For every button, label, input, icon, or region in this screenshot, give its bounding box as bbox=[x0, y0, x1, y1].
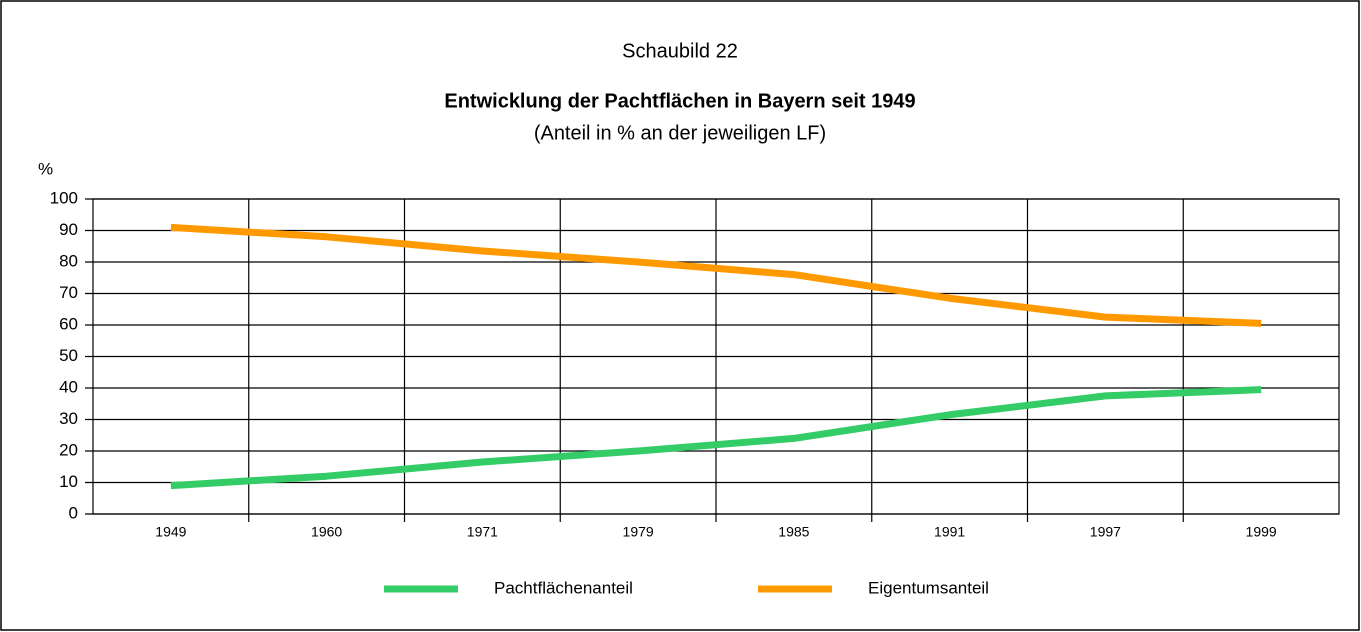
chart-subtitle: Entwicklung der Pachtflächen in Bayern s… bbox=[444, 90, 915, 112]
legend-label: Pachtflächenanteil bbox=[494, 578, 633, 597]
y-tick-label: 20 bbox=[59, 440, 78, 459]
y-tick-label: 90 bbox=[59, 220, 78, 239]
y-axis-label: % bbox=[38, 159, 53, 178]
x-tick-label: 1997 bbox=[1090, 524, 1121, 540]
y-tick-label: 0 bbox=[69, 503, 78, 522]
y-tick-label: 70 bbox=[59, 283, 78, 302]
x-tick-label: 1949 bbox=[155, 524, 186, 540]
x-tick-label: 1960 bbox=[311, 524, 342, 540]
y-tick-label: 100 bbox=[50, 188, 78, 207]
y-tick-label: 40 bbox=[59, 377, 78, 396]
chart-note: (Anteil in % an der jeweiligen LF) bbox=[534, 122, 826, 144]
x-tick-label: 1985 bbox=[778, 524, 809, 540]
chart-title: Schaubild 22 bbox=[622, 40, 738, 62]
y-tick-label: 30 bbox=[59, 409, 78, 428]
line-series bbox=[170, 223, 1262, 327]
x-tick-label: 1991 bbox=[934, 524, 965, 540]
line-series bbox=[170, 386, 1262, 490]
x-tick-label: 1979 bbox=[623, 524, 654, 540]
y-tick-label: 10 bbox=[59, 472, 78, 491]
y-tick-label: 60 bbox=[59, 314, 78, 333]
x-tick-label: 1971 bbox=[467, 524, 498, 540]
y-tick-label: 50 bbox=[59, 346, 78, 365]
legend-label: Eigentumsanteil bbox=[868, 578, 989, 597]
y-tick-label: 80 bbox=[59, 251, 78, 270]
x-tick-label: 1999 bbox=[1246, 524, 1277, 540]
